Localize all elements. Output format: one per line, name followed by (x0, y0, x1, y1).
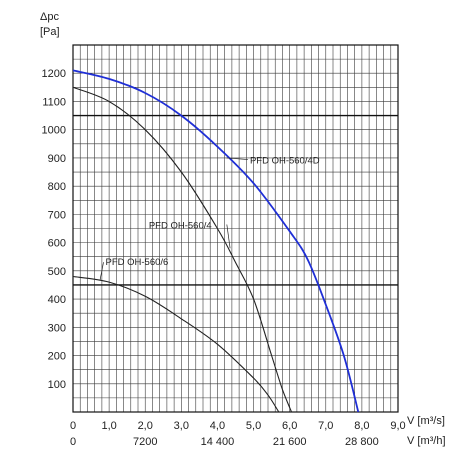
y-axis-title-line1: Δpc (40, 11, 59, 23)
x-tick-label: 6,0 (282, 420, 297, 432)
y-tick-label: 700 (48, 209, 66, 221)
x2-tick-label: 28 800 (345, 436, 379, 448)
y-tick-label: 1000 (42, 125, 66, 137)
series-line-pfd-oh-560-4d (72, 69, 360, 413)
y-tick-label: 600 (48, 238, 66, 250)
y-tick-label: 300 (48, 322, 66, 334)
labels: 100 200 300 400 500 600 700 800 900 1000 1100 1200 0… (42, 68, 406, 448)
x-tick-label: 1,0 (101, 420, 116, 432)
x-tick-label: 9,0 (390, 420, 405, 432)
x-axis-title-flow-s: V [m³/s] (407, 415, 445, 427)
x2-tick-label: 21 600 (273, 436, 307, 448)
x-tick-label: 2,0 (138, 420, 153, 432)
series-label-pfd-oh-560-4: PFD OH-560/4 (149, 221, 212, 232)
series-label-pfd-oh-560-4d: PFD OH-560/4D (250, 156, 320, 167)
y-tick-label: 100 (48, 379, 66, 391)
y-tick-label: 400 (48, 294, 66, 306)
x-axis-title-flow-h: V [m³/h] (407, 435, 446, 447)
y-tick-label: 800 (48, 181, 66, 193)
x-tick-label: 8,0 (354, 420, 369, 432)
series-label-leader (226, 157, 248, 160)
x-tick-label: 3,0 (174, 420, 189, 432)
series-label-leader (99, 262, 104, 280)
curves (72, 69, 360, 413)
x2-tick-label: 14 400 (201, 436, 235, 448)
series-line-pfd-oh-560-4 (72, 86, 293, 413)
series-label-pfd-oh-560-6: PFD OH-560/6 (106, 257, 169, 268)
x2-tick-label: 7200 (133, 436, 157, 448)
x-tick-label: 7,0 (318, 420, 333, 432)
y-axis-title-line2: [Pa] (40, 26, 60, 38)
x-tick-label: 4,0 (210, 420, 225, 432)
grid (72, 44, 399, 413)
series-label-leader (226, 224, 231, 249)
y-tick-label: 1200 (42, 68, 66, 80)
y-tick-label: 900 (48, 153, 66, 165)
x2-tick-label: 0 (70, 436, 76, 448)
x-tick-label: 5,0 (246, 420, 261, 432)
x-tick-label: 0 (70, 420, 76, 432)
y-tick-label: 200 (48, 351, 66, 363)
plot-frame (72, 44, 399, 413)
y-tick-label: 500 (48, 266, 66, 278)
y-tick-label: 1100 (42, 96, 66, 108)
series-line-pfd-oh-560-6 (72, 275, 280, 413)
